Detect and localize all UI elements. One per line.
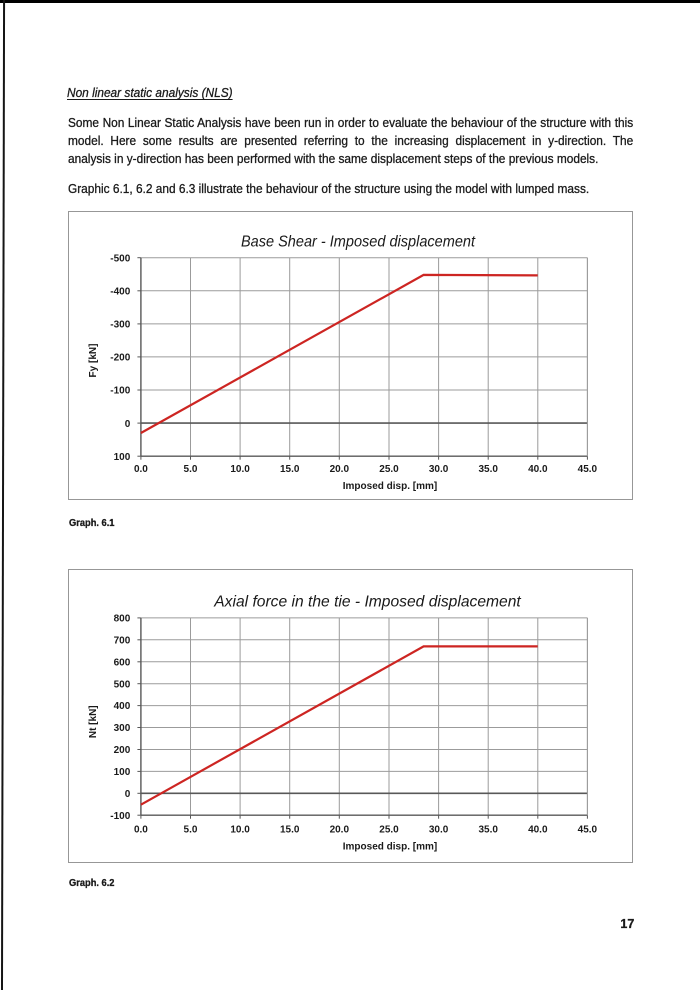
svg-text:0: 0: [125, 419, 131, 430]
svg-text:400: 400: [114, 701, 131, 712]
svg-text:40.0: 40.0: [528, 825, 548, 836]
svg-text:600: 600: [114, 657, 131, 668]
svg-text:-100: -100: [110, 811, 130, 822]
svg-text:-400: -400: [110, 286, 130, 297]
svg-text:500: 500: [114, 679, 131, 690]
svg-text:Fy [kN]: Fy [kN]: [88, 344, 99, 378]
svg-text:10.0: 10.0: [230, 825, 250, 836]
svg-text:300: 300: [114, 723, 131, 734]
svg-text:15.0: 15.0: [280, 825, 300, 836]
svg-text:Nt [kN]: Nt [kN]: [88, 705, 99, 738]
svg-text:5.0: 5.0: [184, 464, 198, 475]
svg-text:30.0: 30.0: [429, 825, 449, 836]
svg-text:20.0: 20.0: [330, 825, 350, 836]
svg-text:25.0: 25.0: [379, 825, 399, 836]
svg-text:45.0: 45.0: [578, 825, 598, 836]
svg-text:Imposed disp. [mm]: Imposed disp. [mm]: [343, 481, 437, 492]
svg-text:30.0: 30.0: [429, 464, 449, 475]
svg-text:0.0: 0.0: [134, 464, 148, 475]
svg-text:100: 100: [114, 452, 131, 463]
svg-text:5.0: 5.0: [184, 825, 198, 836]
svg-text:35.0: 35.0: [478, 825, 498, 836]
svg-text:20.0: 20.0: [330, 464, 350, 475]
svg-text:25.0: 25.0: [379, 464, 399, 475]
svg-text:Imposed disp. [mm]: Imposed disp. [mm]: [343, 841, 437, 852]
svg-text:Base Shear - Imposed displacem: Base Shear - Imposed displacement: [241, 234, 475, 251]
svg-text:-500: -500: [110, 253, 130, 264]
svg-text:10.0: 10.0: [230, 464, 250, 475]
svg-text:45.0: 45.0: [578, 464, 598, 475]
svg-text:40.0: 40.0: [528, 464, 548, 475]
svg-text:-200: -200: [110, 353, 130, 364]
svg-text:Axial force in the tie - Impos: Axial force in the tie - Imposed displac…: [213, 593, 521, 610]
svg-text:-100: -100: [110, 386, 130, 397]
svg-text:100: 100: [114, 767, 131, 778]
svg-text:35.0: 35.0: [478, 464, 498, 475]
svg-text:0: 0: [125, 789, 131, 800]
svg-text:-300: -300: [110, 320, 130, 331]
svg-text:200: 200: [114, 745, 131, 756]
svg-text:0.0: 0.0: [134, 825, 148, 836]
svg-text:15.0: 15.0: [280, 464, 300, 475]
svg-text:800: 800: [114, 614, 131, 625]
svg-text:700: 700: [114, 636, 131, 647]
